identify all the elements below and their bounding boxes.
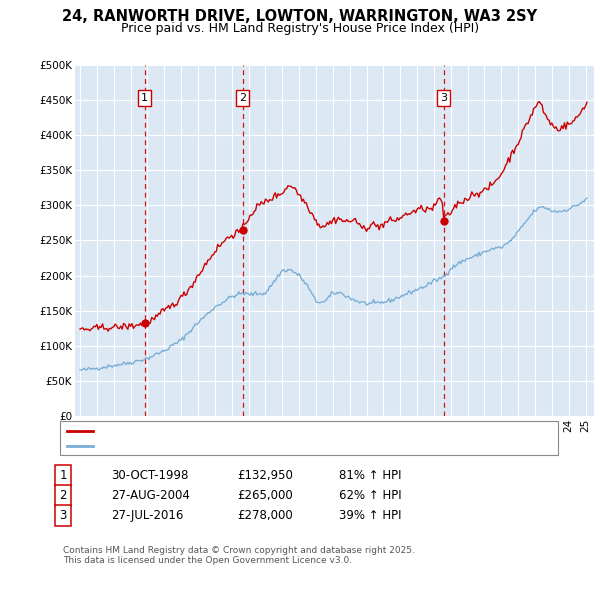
Text: HPI: Average price, detached house, Wigan: HPI: Average price, detached house, Wiga…: [97, 441, 323, 451]
Text: £278,000: £278,000: [237, 509, 293, 522]
Text: 27-AUG-2004: 27-AUG-2004: [111, 489, 190, 502]
Text: Contains HM Land Registry data © Crown copyright and database right 2025.
This d: Contains HM Land Registry data © Crown c…: [63, 546, 415, 565]
Text: 2: 2: [59, 489, 67, 502]
Text: 24, RANWORTH DRIVE, LOWTON, WARRINGTON, WA3 2SY (detached house): 24, RANWORTH DRIVE, LOWTON, WARRINGTON, …: [97, 426, 491, 436]
Text: Price paid vs. HM Land Registry's House Price Index (HPI): Price paid vs. HM Land Registry's House …: [121, 22, 479, 35]
Text: 3: 3: [440, 93, 447, 103]
Text: 24, RANWORTH DRIVE, LOWTON, WARRINGTON, WA3 2SY: 24, RANWORTH DRIVE, LOWTON, WARRINGTON, …: [62, 9, 538, 24]
Text: 30-OCT-1998: 30-OCT-1998: [111, 469, 188, 482]
Text: 62% ↑ HPI: 62% ↑ HPI: [339, 489, 401, 502]
Text: 1: 1: [141, 93, 148, 103]
Text: £265,000: £265,000: [237, 489, 293, 502]
Text: 39% ↑ HPI: 39% ↑ HPI: [339, 509, 401, 522]
Text: 2: 2: [239, 93, 246, 103]
Text: 1: 1: [59, 469, 67, 482]
Text: 27-JUL-2016: 27-JUL-2016: [111, 509, 184, 522]
Text: £132,950: £132,950: [237, 469, 293, 482]
Text: 81% ↑ HPI: 81% ↑ HPI: [339, 469, 401, 482]
Text: 3: 3: [59, 509, 67, 522]
